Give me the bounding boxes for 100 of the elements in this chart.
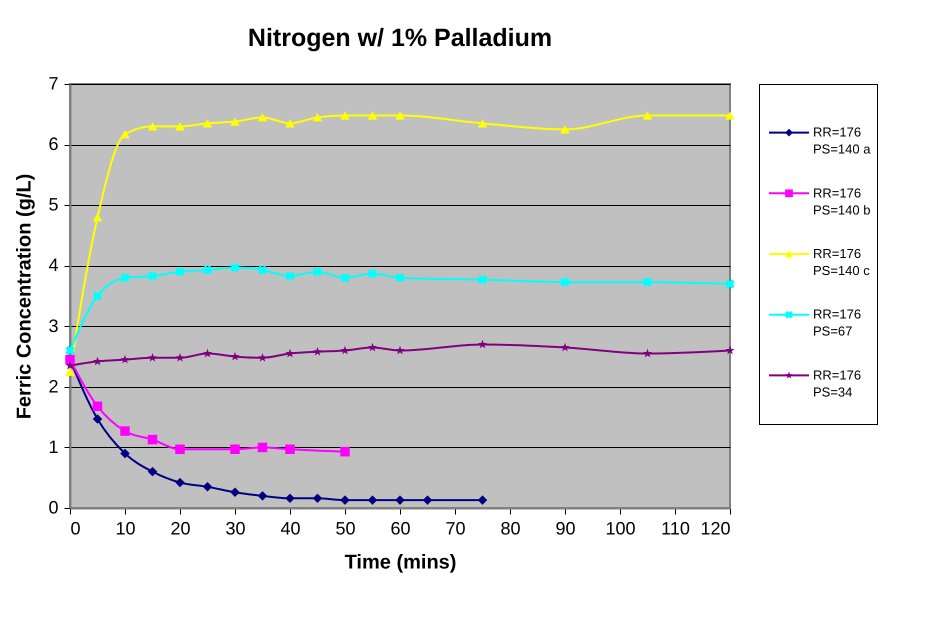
- point: [202, 119, 212, 128]
- point: [285, 444, 295, 454]
- x-tick-label: 80: [500, 518, 521, 538]
- point: [230, 117, 240, 126]
- y-tick-label: 0: [48, 498, 58, 518]
- point: [642, 348, 652, 358]
- point: [258, 353, 268, 362]
- point: [642, 277, 652, 287]
- point: [258, 442, 268, 452]
- point: [478, 340, 488, 348]
- y-tick-label: 3: [48, 316, 58, 336]
- point: [725, 279, 735, 289]
- point: [148, 271, 158, 281]
- x-tick-label: 110: [661, 518, 690, 538]
- point: [175, 122, 185, 131]
- point: [92, 401, 102, 411]
- point: [395, 495, 405, 505]
- point: [148, 353, 158, 362]
- point: [148, 122, 158, 131]
- x-tick-label: 70: [445, 518, 466, 538]
- point: [285, 271, 295, 281]
- point: [395, 111, 405, 120]
- y-axis-title: Ferric Concentration (g/L): [13, 174, 36, 420]
- point: [202, 482, 212, 492]
- point: [230, 444, 240, 454]
- point: [120, 426, 130, 436]
- point: [340, 273, 350, 283]
- point: [368, 111, 378, 120]
- point: [312, 267, 322, 276]
- point: [202, 348, 212, 358]
- point: [340, 446, 350, 456]
- y-tick-label: 6: [48, 134, 58, 154]
- point: [312, 346, 322, 356]
- point: [120, 448, 130, 458]
- y-tick-label: 5: [48, 194, 58, 215]
- point: [175, 267, 185, 276]
- y-tick-label: 4: [48, 255, 58, 276]
- point: [65, 360, 75, 370]
- chart-title: Nitrogen w/ 1% Palladium: [248, 24, 552, 52]
- x-tick-label: 0: [70, 518, 81, 538]
- point: [120, 354, 130, 364]
- point: [422, 495, 432, 505]
- point: [285, 494, 295, 504]
- point: [395, 273, 405, 283]
- point: [230, 488, 240, 497]
- point: [340, 111, 350, 120]
- x-tick-label: 90: [555, 518, 576, 538]
- x-tick-label: 40: [280, 518, 301, 538]
- point: [560, 342, 570, 352]
- y-tick-label: 7: [48, 74, 58, 94]
- point: [230, 262, 240, 272]
- x-tick-label: 10: [115, 518, 136, 538]
- x-tick-label: 100: [605, 518, 636, 538]
- point: [285, 348, 295, 358]
- point: [312, 113, 322, 122]
- point: [175, 353, 185, 362]
- point: [230, 352, 240, 360]
- point: [65, 368, 75, 376]
- x-tick-label: 60: [390, 518, 411, 538]
- point: [148, 466, 158, 476]
- point: [560, 277, 570, 287]
- point: [258, 265, 268, 275]
- point: [175, 444, 185, 454]
- point: [92, 213, 102, 222]
- point: [725, 346, 735, 354]
- x-tick-label: 30: [225, 518, 246, 538]
- point: [312, 494, 322, 504]
- point: [340, 346, 350, 354]
- point: [92, 291, 102, 301]
- point: [258, 491, 268, 501]
- x-tick-label: 20: [170, 518, 191, 538]
- y-tick-label: 2: [48, 376, 58, 396]
- point: [368, 495, 378, 505]
- point: [368, 268, 378, 278]
- point: [65, 346, 75, 356]
- point: [175, 478, 185, 488]
- point: [120, 130, 130, 138]
- point: [478, 274, 488, 284]
- legend-label: RR=176 PS=140 a: [813, 124, 872, 157]
- point: [120, 273, 130, 283]
- point: [202, 265, 212, 275]
- point: [478, 495, 488, 505]
- point: [368, 342, 378, 352]
- legend-label: RR=176 PS=34: [813, 367, 862, 400]
- point: [560, 125, 570, 134]
- legend-label: RR=176 PS=140 b: [813, 185, 870, 218]
- point: [258, 113, 268, 122]
- point: [92, 356, 102, 366]
- point: [395, 346, 405, 354]
- point: [92, 414, 102, 424]
- x-tick-label: 50: [335, 518, 356, 538]
- x-tick-label: 120: [700, 518, 730, 538]
- point: [340, 495, 350, 505]
- point: [148, 434, 158, 444]
- legend-label: RR=176 PS=67: [813, 306, 862, 339]
- point: [478, 119, 488, 128]
- x-axis-title: Time (mins): [344, 552, 456, 574]
- point: [725, 111, 735, 120]
- point: [642, 111, 652, 120]
- point: [285, 119, 295, 128]
